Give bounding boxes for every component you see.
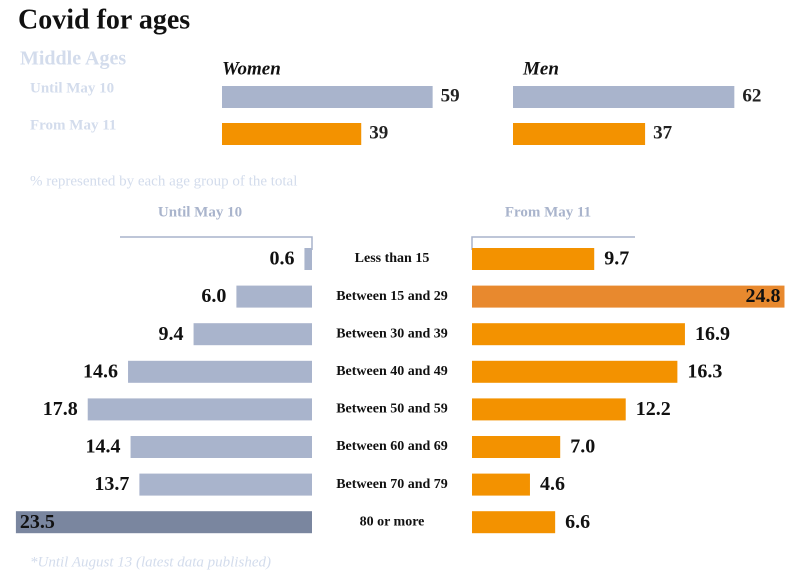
category-label: Between 40 and 49 [336,364,448,379]
value-label: 16.9 [695,323,730,345]
category-label: Between 60 and 69 [336,439,448,454]
bar [472,511,556,534]
bar [193,323,312,346]
value-label: 59 [441,85,460,106]
panel-label: Men [522,58,559,79]
category-label: Between 70 and 79 [336,477,448,492]
subtitle: % represented by each age group of the t… [30,173,297,189]
bar [139,473,312,496]
value-label: 6.0 [201,285,226,307]
category-label: Between 30 and 39 [336,326,448,341]
value-label: 9.7 [604,248,629,270]
bar [472,398,626,421]
bar [472,360,678,383]
bar [472,473,530,496]
bar [472,285,785,308]
bar [15,511,313,534]
title: Covid for ages [18,4,190,35]
value-label: 24.8 [745,285,780,307]
bar [472,436,561,458]
footnote: *Until August 13 (latest data published) [30,554,271,570]
value-label: 62 [742,85,761,106]
value-label: 0.6 [269,248,294,270]
row-label: Until May 10 [30,80,114,96]
value-label: 14.4 [86,436,121,458]
value-label: 4.6 [540,473,565,495]
bar [513,123,646,145]
category-label: Less than 15 [355,251,430,266]
series-header: From May 11 [505,204,591,220]
bar [130,436,312,458]
value-label: 37 [653,122,673,143]
value-label: 16.3 [687,360,722,382]
bar [513,86,735,108]
series-header: Until May 10 [158,204,242,220]
value-label: 13.7 [94,473,129,495]
category-label: Between 50 and 59 [336,402,448,417]
bar [236,285,312,308]
row-label: From May 11 [30,117,116,133]
section-title: Middle Ages [20,48,126,70]
value-label: 17.8 [43,398,78,420]
value-label: 9.4 [159,323,184,345]
value-label: 7.0 [570,436,595,458]
bar [472,248,595,270]
bar [304,248,312,270]
value-label: 14.6 [83,360,118,382]
value-label: 6.6 [565,511,590,533]
value-label: 23.5 [20,511,55,533]
category-label: Between 15 and 29 [336,289,448,304]
bar [128,360,312,383]
value-label: 39 [369,122,388,143]
bar [222,123,362,145]
bar [87,398,312,421]
bar [222,86,433,108]
panel-label: Women [222,58,281,79]
category-label: 80 or more [360,514,425,529]
bar [472,323,685,346]
header-bracket [120,236,635,250]
value-label: 12.2 [636,398,671,420]
